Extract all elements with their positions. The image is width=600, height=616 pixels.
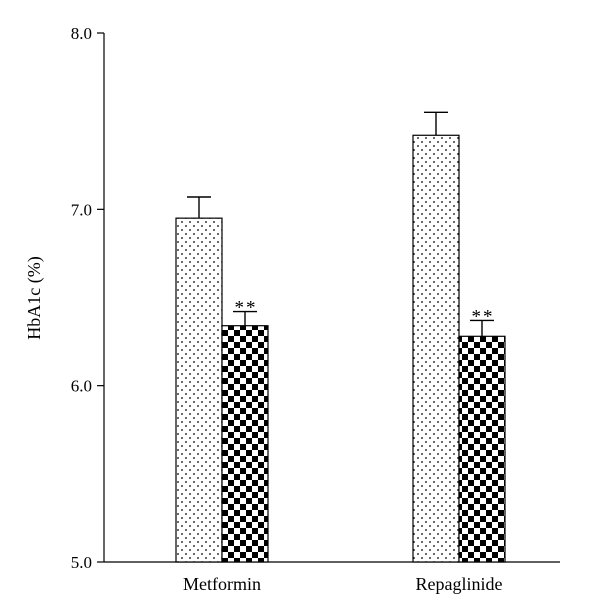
- error-bars: [187, 111, 494, 337]
- category-labels: Metformin Repaglinide: [183, 574, 502, 594]
- y-axis-label: HbA1c (%): [24, 256, 45, 339]
- bar-repaglinide-series-2: [458, 335, 506, 563]
- significance-marker: **: [235, 298, 258, 319]
- category-label-metformin: Metformin: [183, 574, 261, 594]
- bar-repaglinide-series-1: [412, 134, 460, 563]
- y-tick-label: 6.0: [71, 377, 92, 396]
- y-ticks: 5.0 6.0 7.0 8.0: [71, 24, 104, 572]
- bar-metformin-series-2: [221, 325, 269, 563]
- y-tick-label: 5.0: [71, 553, 92, 572]
- y-tick-label: 7.0: [71, 200, 92, 219]
- bar-metformin-series-1: [175, 217, 223, 563]
- category-label-repaglinide: Repaglinide: [416, 574, 503, 594]
- bars: [175, 134, 506, 563]
- annotations: ** **: [235, 298, 495, 328]
- y-tick-label: 8.0: [71, 24, 92, 43]
- significance-marker: **: [472, 306, 495, 327]
